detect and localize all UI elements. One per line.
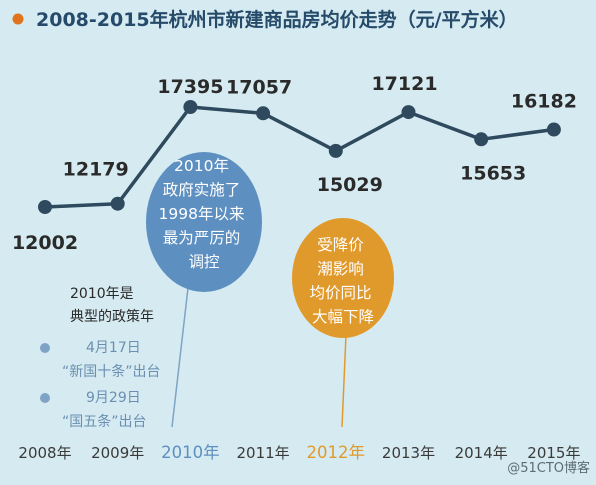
annotation-2010-bubble: [146, 152, 262, 292]
x-tick-label: 2015年: [527, 444, 580, 462]
chart-title: 2008-2015年杭州市新建商品房均价走势（元/平方米）: [36, 8, 518, 31]
policy-bullet: [40, 343, 50, 353]
data-label: 16182: [511, 90, 577, 112]
annotation-2012-bubble: [292, 218, 394, 338]
annotation-2010-text: 2010年 政府实施了 1998年以来 最为严厉的 调控: [159, 157, 250, 271]
annotation-2012-pointer: [341, 334, 347, 428]
policy-text: “国五条”出台: [62, 413, 147, 430]
policy-bullet: [40, 393, 50, 403]
series-line: [44, 105, 555, 209]
data-point: [110, 196, 125, 211]
data-point: [474, 132, 489, 147]
x-tick-label: 2008年: [18, 444, 71, 462]
x-tick-label: 2011年: [237, 444, 290, 462]
data-point: [401, 105, 416, 120]
data-labels-layer: 12002 12179 17395 17057 15029 17121 15653 16182: [12, 73, 577, 254]
annotation-2012: 受降价 潮影响 均价同比 大幅下降: [292, 218, 394, 428]
data-point: [256, 106, 271, 121]
data-label: 17121: [371, 73, 437, 95]
data-point: [328, 143, 343, 158]
x-tick-label: 2012年: [307, 443, 366, 462]
data-label: 15029: [317, 174, 383, 196]
annotation-2010-pointer: [171, 287, 189, 428]
watermark: @51CTO博客: [507, 460, 590, 476]
policy-date: 9月29日: [86, 390, 141, 406]
policy-heading: 2010年是 典型的政策年: [70, 286, 154, 325]
data-point: [38, 200, 52, 214]
x-tick-label: 2014年: [455, 444, 508, 462]
data-label: 12179: [63, 159, 129, 181]
x-tick-label: 2010年: [161, 443, 220, 462]
x-tick-label: 2009年: [91, 444, 144, 462]
annotation-2010: 2010年 政府实施了 1998年以来 最为严厉的 调控: [146, 152, 262, 428]
x-axis: 2008年 2009年 2010年 2011年 2012年 2013年 2014年 2015年: [18, 443, 580, 462]
data-point: [546, 122, 561, 137]
policy-notes: 2010年是 典型的政策年 4月17日 “新国十条”出台 9月29日 “国五条”…: [40, 286, 161, 430]
series-layer: [38, 100, 561, 214]
data-label: 12002: [12, 232, 78, 254]
title-dot: [12, 13, 24, 25]
x-tick-label: 2013年: [382, 444, 435, 462]
data-point: [183, 100, 198, 114]
data-label: 17057: [226, 76, 292, 98]
data-label: 17395: [157, 76, 223, 98]
data-label: 15653: [460, 162, 526, 184]
policy-date: 4月17日: [86, 340, 141, 356]
policy-text: “新国十条”出台: [62, 363, 161, 380]
annotation-2012-text: 受降价 潮影响 均价同比 大幅下降: [310, 236, 377, 326]
